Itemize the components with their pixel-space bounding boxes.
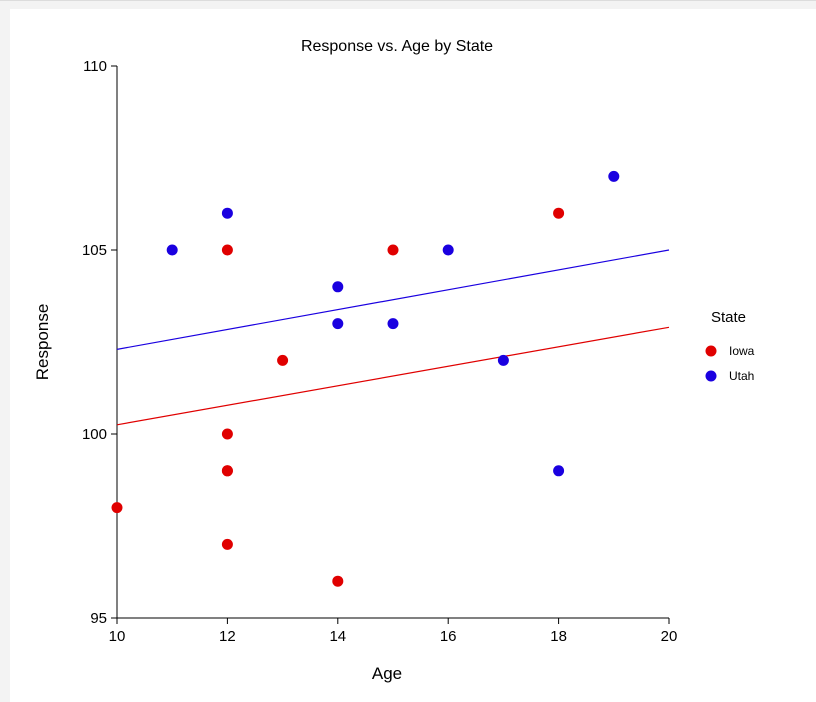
- y-axis-title: Response: [33, 304, 52, 381]
- data-point-iowa: [221, 428, 233, 440]
- x-tick-label: 12: [219, 628, 236, 645]
- legend-marker-iowa: [705, 345, 717, 357]
- x-tick-label: 20: [661, 628, 678, 645]
- y-tick-label: 100: [82, 426, 107, 443]
- data-point-iowa: [332, 575, 344, 587]
- x-tick-label: 14: [329, 628, 346, 645]
- x-tick-label: 10: [109, 628, 126, 645]
- chart-panel: [10, 9, 816, 702]
- data-point-utah: [166, 244, 178, 256]
- legend-title: State: [711, 309, 746, 326]
- y-tick-label: 95: [90, 610, 107, 627]
- data-point-utah: [332, 318, 344, 330]
- data-point-iowa: [387, 244, 399, 256]
- data-point-utah: [332, 281, 344, 293]
- data-point-utah: [387, 318, 399, 330]
- data-point-utah: [608, 170, 620, 182]
- data-point-utah: [221, 207, 233, 219]
- data-point-iowa: [111, 502, 123, 514]
- y-tick-label: 110: [83, 58, 107, 75]
- legend-label-iowa: Iowa: [729, 344, 755, 358]
- x-tick-label: 16: [440, 628, 457, 645]
- data-point-utah: [553, 465, 565, 477]
- fit-line-iowa: [116, 326, 670, 426]
- y-tick-label: 105: [82, 242, 107, 259]
- data-point-utah: [497, 354, 509, 366]
- data-point-iowa: [277, 354, 289, 366]
- top-divider: [0, 0, 816, 1]
- legend-label-utah: Utah: [729, 369, 754, 383]
- data-point-iowa: [221, 538, 233, 550]
- fit-line-utah: [116, 249, 670, 350]
- x-axis-title: Age: [372, 664, 402, 683]
- data-point-iowa: [553, 207, 565, 219]
- data-point-iowa: [221, 465, 233, 477]
- data-point-utah: [442, 244, 454, 256]
- x-tick-label: 18: [550, 628, 567, 645]
- data-point-iowa: [221, 244, 233, 256]
- legend-marker-utah: [705, 370, 717, 382]
- chart-title: Response vs. Age by State: [301, 38, 493, 55]
